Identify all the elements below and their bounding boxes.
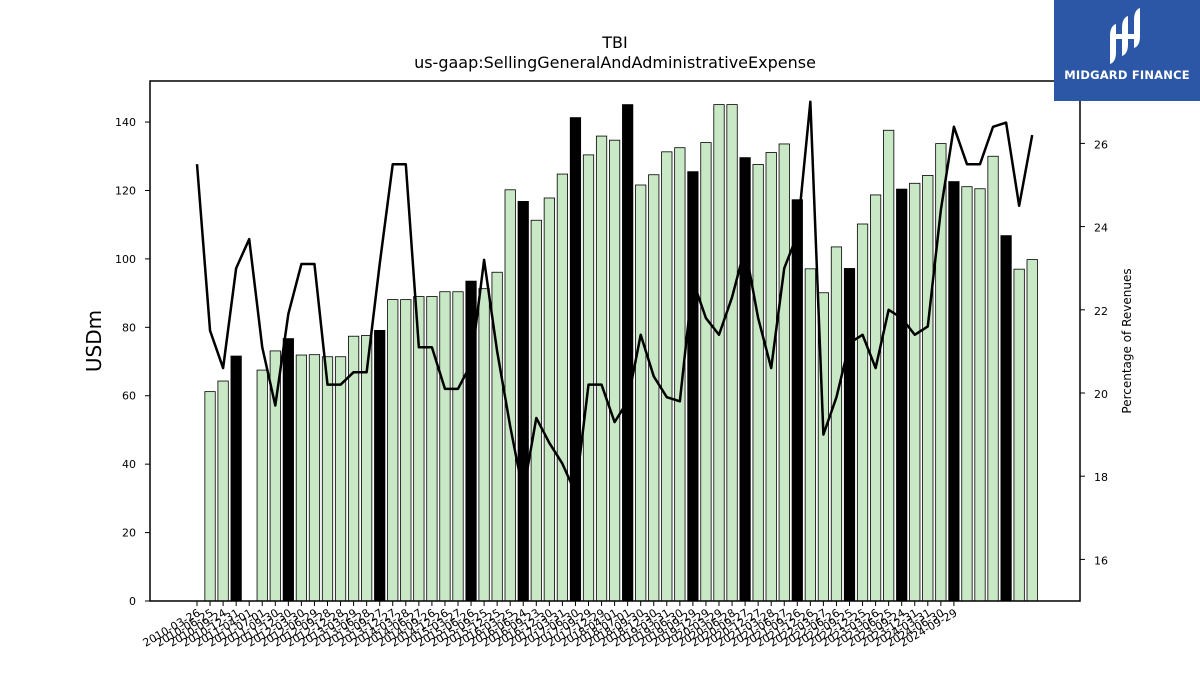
bar (282, 338, 294, 602)
bar (426, 296, 438, 602)
y-tick-label-right: 22 (1094, 305, 1108, 318)
bar (295, 354, 308, 602)
bar (556, 173, 569, 602)
bar (582, 154, 595, 602)
bar (1000, 235, 1012, 602)
bar (830, 246, 843, 602)
bar (778, 143, 790, 602)
y-axis-label: USDm (82, 310, 106, 372)
bar (648, 174, 660, 602)
bar (726, 104, 738, 602)
bar (1013, 268, 1025, 602)
bar (569, 117, 582, 602)
bar (361, 335, 373, 602)
bar (870, 194, 882, 602)
y-tick-label: 140 (115, 116, 136, 129)
bar (896, 188, 908, 602)
bar (517, 201, 529, 602)
y-tick-label: 20 (122, 527, 136, 540)
y-tick-label: 120 (115, 184, 136, 197)
bar (504, 189, 516, 602)
bar (987, 155, 999, 602)
bar (595, 135, 608, 602)
y-axis-left: 0 20 40 60 80 100 120 140 (115, 116, 150, 608)
bar (856, 223, 869, 602)
chart-title: TBI (601, 33, 627, 52)
y-tick-label: 80 (122, 321, 136, 334)
y-tick-label: 100 (115, 253, 136, 266)
bar (478, 288, 490, 602)
bar (334, 356, 347, 602)
bar (256, 369, 268, 602)
y-tick-label: 0 (129, 595, 136, 608)
bar (622, 104, 634, 602)
y-tick-label-right: 20 (1094, 388, 1108, 401)
line-series (195, 100, 1034, 495)
bar (974, 188, 986, 602)
bar (230, 355, 242, 602)
bar (922, 175, 934, 602)
bar (543, 197, 555, 602)
y-tick-label: 60 (122, 390, 136, 403)
bar-series (204, 104, 1038, 602)
bar (400, 299, 412, 602)
bar (661, 151, 673, 602)
chart-subtitle: us-gaap:SellingGeneralAndAdministrativeE… (414, 53, 816, 72)
bar (439, 291, 451, 602)
bar (217, 380, 229, 602)
bar (883, 129, 895, 602)
bar (635, 184, 647, 602)
x-axis: 2010-03-262010-06-252010-09-242010-12-31… (141, 601, 959, 650)
bar (791, 199, 803, 602)
bar (204, 391, 216, 602)
bar (752, 164, 764, 602)
bar (609, 139, 621, 602)
line-path (195, 100, 1034, 495)
y-tick-label-right: 26 (1094, 138, 1108, 151)
bar (713, 104, 725, 602)
y-tick-label-right: 18 (1094, 471, 1108, 484)
y-tick-label-right: 16 (1094, 554, 1108, 567)
logo-mark-icon (1110, 8, 1140, 64)
bar (843, 268, 856, 602)
y-tick-label: 40 (122, 458, 136, 471)
bar (374, 329, 386, 602)
bar (387, 299, 399, 602)
bar (308, 354, 321, 602)
bar (452, 291, 464, 602)
y-axis-label-right: Percentage of Revenues (1120, 268, 1134, 413)
y-tick-label-right: 24 (1094, 222, 1108, 235)
bar (739, 157, 751, 602)
brand-name: MIDGARD FINANCE (1064, 68, 1190, 82)
bar (804, 268, 816, 602)
bar (909, 182, 921, 602)
y-axis-right: 16 18 20 22 24 26 (1080, 138, 1108, 567)
bar (948, 181, 960, 602)
bar (700, 142, 712, 602)
bar (321, 356, 334, 602)
bar (687, 171, 699, 602)
bar (1026, 259, 1038, 602)
bar (765, 152, 777, 602)
brand-logo: MIDGARD FINANCE (1054, 0, 1200, 101)
bar (961, 186, 973, 602)
bar (530, 219, 542, 602)
